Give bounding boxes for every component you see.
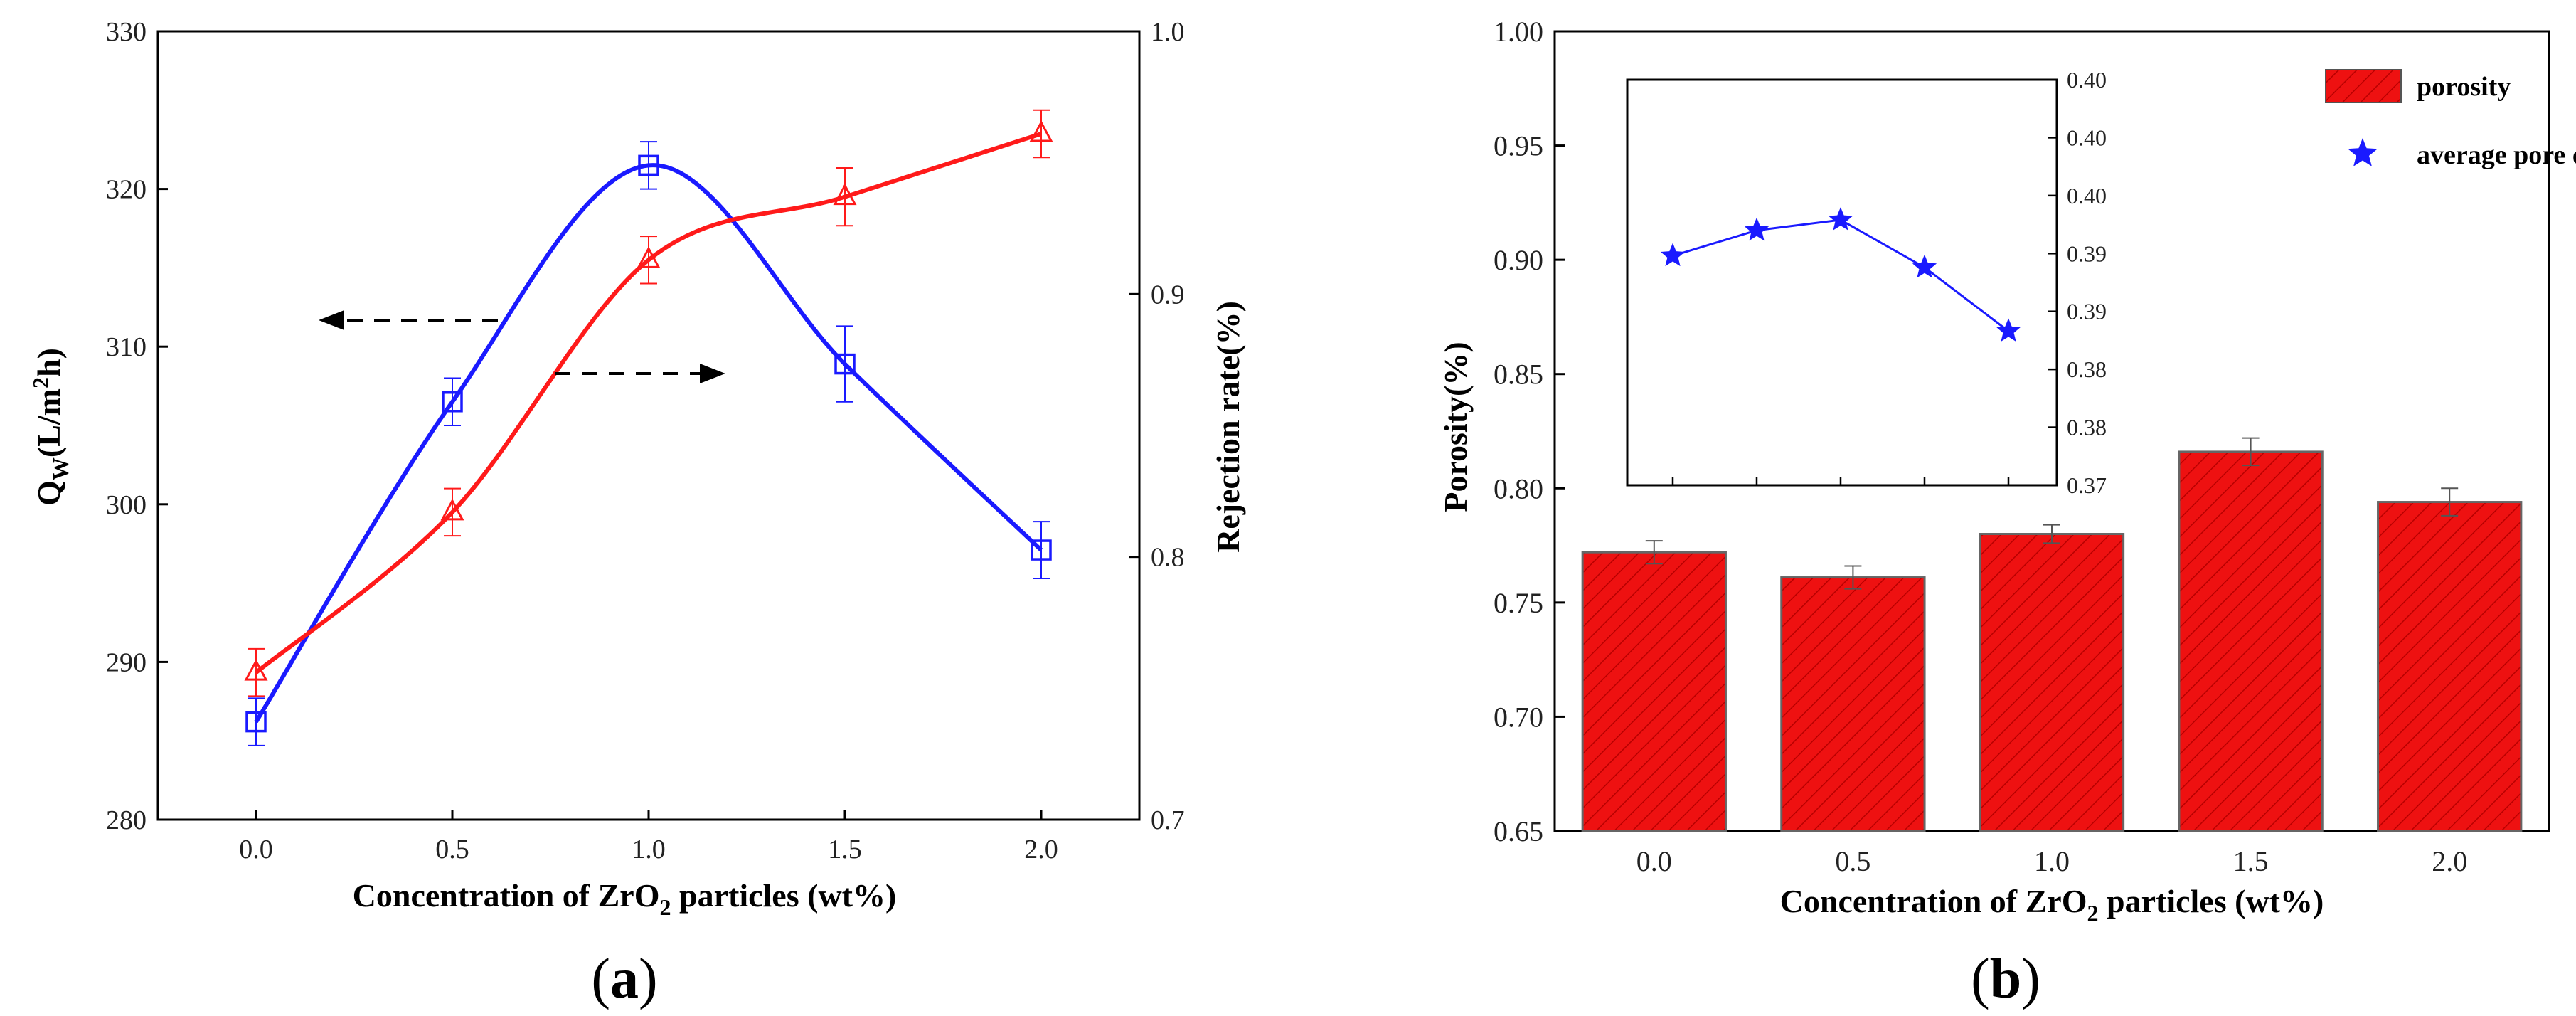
inset-tick-label: 0.37: [2067, 472, 2107, 498]
panel-b-x-tick-label: 1.0: [2034, 845, 2070, 877]
panel-a-left-y-ticks: 280 290 300 310 320 330: [106, 17, 168, 835]
inset-tick-label: 0.39: [2067, 240, 2107, 266]
inset-tick-label: 0.39: [2067, 299, 2107, 324]
porosity-bar: [1581, 551, 1727, 832]
panel-a-x-tick-label: 2.0: [1024, 835, 1058, 864]
panel-a-x-tick-label: 1.0: [632, 835, 666, 864]
panel-b-y-tick-label: 0.70: [1494, 701, 1543, 733]
pore-diameter-point: [1996, 318, 2021, 342]
pore-diameter-point: [1660, 243, 1686, 267]
rejection-data-point: [637, 246, 661, 268]
flux-data-point: [638, 154, 659, 176]
inset-tick-label: 0.40: [2067, 125, 2107, 150]
inset-tick-label: 0.40: [2067, 183, 2107, 208]
porosity-bar: [2178, 450, 2324, 832]
flux-data-point: [245, 711, 267, 733]
panel-a-left-y-axis-label: QW(L/m2h): [28, 348, 73, 506]
right-axis-arrow: [555, 364, 725, 383]
panel-b-x-axis-label: Concentration of ZrO2 particles (wt%): [1780, 883, 2324, 926]
left-axis-arrow: [319, 310, 498, 330]
panel-a-right-tick-label: 1.0: [1151, 17, 1185, 47]
rejection-data-point: [440, 498, 464, 521]
panel-b-y-axis-label: Porosity(%): [1437, 342, 1474, 512]
panel-a-right-tick-label: 0.7: [1151, 805, 1185, 835]
inset-tick-label: 0.40: [2067, 67, 2107, 92]
panel-b-bars: [1581, 450, 2523, 832]
legend-porosity-label: porosity: [2417, 72, 2511, 102]
panel-a-markers: [244, 120, 1053, 733]
legend-porosity-swatch: [2325, 69, 2402, 103]
panel-a-error-bars: [248, 109, 1050, 746]
pore-diameter-point: [1912, 254, 1937, 278]
inset-tick-label: 0.38: [2067, 356, 2107, 382]
panel-b-y-tick-label: 0.65: [1494, 815, 1543, 847]
panel-a-x-tick-label: 1.5: [828, 835, 862, 864]
panel-a-right-tick-label: 0.9: [1151, 280, 1185, 309]
panel-a-left-tick-label: 330: [106, 17, 147, 47]
porosity-bar: [1780, 576, 1926, 832]
legend: porosity average pore diameter: [2325, 69, 2576, 170]
panel-a-right-y-axis-label: Rejection rate(%): [1210, 301, 1246, 553]
inset-frame: [1626, 78, 2058, 487]
panel-a-left-tick-label: 290: [106, 647, 147, 677]
panel-b-y-tick-label: 0.85: [1494, 359, 1543, 391]
porosity-bar: [2377, 501, 2523, 832]
panel-b-x-tick-label: 1.5: [2233, 845, 2269, 877]
pore-diameter-point: [1828, 207, 1853, 231]
rejection-data-point: [1029, 120, 1053, 142]
panel-b-caption: (b): [1971, 948, 2040, 1010]
inset-pore-diameter-line: [1660, 207, 2021, 342]
inset-tick-label: 0.38: [2067, 415, 2107, 440]
porosity-bar: [1979, 533, 2125, 832]
flux-data-point: [834, 353, 856, 375]
panel-a-right-y-ticks: 0.7 0.8 0.9 1.0: [1129, 17, 1185, 835]
panel-a-left-tick-label: 300: [106, 490, 147, 520]
rejection-data-point: [244, 659, 268, 681]
panel-b-y-ticks: 0.65 0.70 0.75 0.80 0.85 0.90 0.95 1.00: [1494, 16, 1565, 847]
legend-star-icon: [2348, 138, 2378, 166]
rejection-data-point: [833, 183, 857, 206]
panel-b-x-tick-label: 0.5: [1835, 845, 1870, 877]
pore-diameter-point: [1744, 217, 1769, 241]
panel-a-x-tick-label: 0.0: [239, 835, 273, 864]
panel-b-y-tick-label: 0.90: [1494, 244, 1543, 276]
panel-a-left-tick-label: 320: [106, 175, 147, 205]
panel-a-caption: (a): [591, 948, 657, 1010]
panel-a-left-tick-label: 280: [106, 805, 147, 835]
panel-a-left-tick-label: 310: [106, 332, 147, 362]
panel-b-error-bars: [1645, 437, 2459, 590]
panel-a-curves: [254, 132, 1043, 724]
panel-b-y-tick-label: 0.80: [1494, 472, 1543, 504]
flux-data-point: [442, 391, 463, 413]
panel-b-y-tick-label: 0.95: [1494, 130, 1543, 162]
rejection-curve: [255, 132, 1042, 674]
panel-a-x-tick-label: 0.5: [435, 835, 469, 864]
panel-b-x-tick-label: 0.0: [1636, 845, 1672, 877]
panel-b-y-tick-label: 0.75: [1494, 587, 1543, 619]
panel-a-x-axis-label: Concentration of ZrO2 particles (wt%): [353, 877, 897, 920]
legend-pore-diameter-label: average pore diameter: [2417, 140, 2576, 170]
panel-b-y-tick-label: 1.00: [1494, 16, 1543, 48]
flux-data-point: [1031, 539, 1052, 561]
panel-a-x-ticks: 0.0 0.5 1.0 1.5 2.0: [239, 810, 1058, 864]
panel-b-x-tick-label: 2.0: [2432, 845, 2467, 877]
panel-b-chart: 0.65 0.70 0.75 0.80 0.85 0.90 0.95 1.00 0.0 0.5 1…: [1437, 16, 2576, 1010]
inset-y-ticks: 0.37 0.38 0.38 0.39 0.39 0.40 0.40 0.40: [1671, 67, 2107, 498]
panel-a-right-tick-label: 0.8: [1151, 543, 1185, 573]
